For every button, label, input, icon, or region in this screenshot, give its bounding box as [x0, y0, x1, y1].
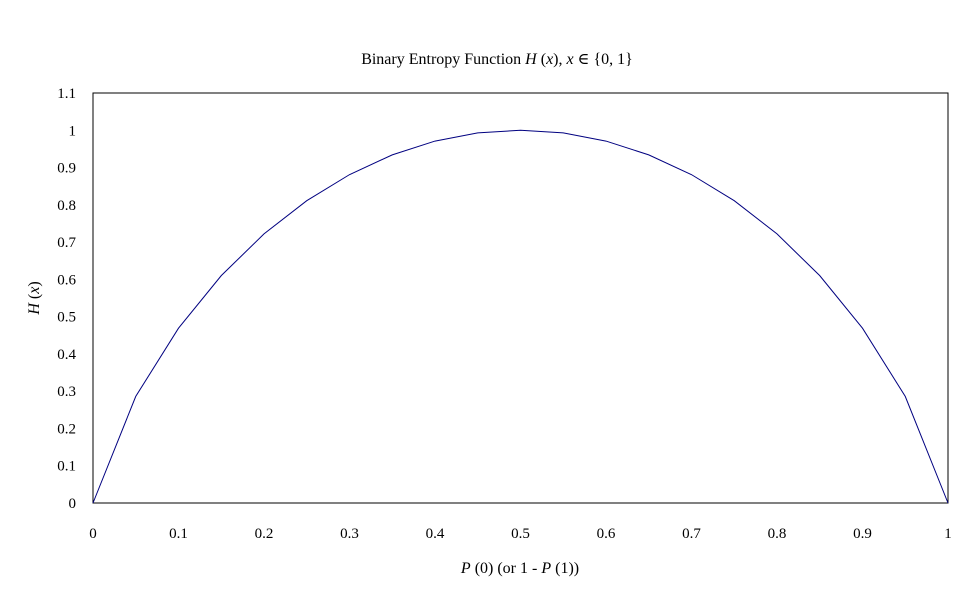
x-tick-label: 0.2 — [255, 526, 274, 542]
y-tick-label: 0.5 — [57, 310, 76, 326]
x-axis-label: P (0) (or 1 - P (1)) — [460, 560, 579, 577]
x-tick-label: 0.3 — [340, 526, 359, 542]
y-axis-ticks: 0 0.1 0.2 0.3 0.4 0.5 0.6 0.7 0.8 0.9 1 1.1 — [57, 86, 76, 512]
x-tick-label: 0.8 — [768, 526, 787, 542]
y-tick-label: 0.4 — [57, 347, 76, 363]
y-tick-label: 0.7 — [57, 235, 76, 251]
y-tick-label: 0.6 — [57, 272, 76, 288]
y-tick-label: 1 — [69, 123, 77, 139]
y-tick-label: 0.9 — [57, 161, 76, 177]
y-tick-label: 0.8 — [57, 198, 76, 214]
x-tick-label: 0.4 — [426, 526, 445, 542]
x-tick-label: 0 — [89, 526, 97, 542]
x-tick-label: 0.1 — [169, 526, 188, 542]
y-tick-label: 0.1 — [57, 459, 76, 475]
y-tick-label: 1.1 — [57, 86, 76, 102]
x-tick-label: 0.7 — [682, 526, 701, 542]
series-line-entropy — [92, 129, 949, 504]
x-tick-label: 1 — [944, 526, 952, 542]
x-axis-ticks: 0 0.1 0.2 0.3 0.4 0.5 0.6 0.7 0.8 0.9 1 — [89, 526, 952, 542]
y-tick-label: 0.2 — [57, 421, 76, 437]
plot-area-frame — [92, 92, 949, 504]
y-tick-label: 0.3 — [57, 384, 76, 400]
x-tick-label: 0.9 — [853, 526, 872, 542]
x-tick-label: 0.5 — [511, 526, 530, 542]
x-tick-label: 0.6 — [597, 526, 616, 542]
y-axis-label: H (x) — [26, 281, 43, 315]
y-tick-label: 0 — [69, 496, 77, 512]
chart-title: Binary Entropy Function H (x), x ∈ {0, 1… — [361, 51, 633, 68]
